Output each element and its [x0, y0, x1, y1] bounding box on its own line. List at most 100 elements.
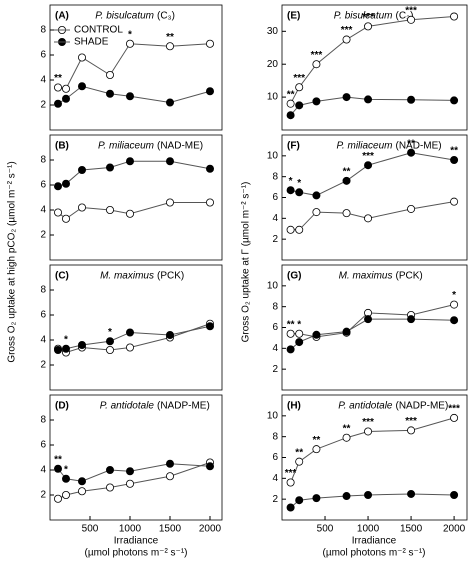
y-tick-label: 4 [272, 343, 278, 354]
marker [205, 39, 214, 48]
plot-frame [49, 4, 223, 131]
x-tick-label: 1500 [400, 524, 423, 535]
marker [78, 477, 87, 486]
panel-label: (E) [287, 11, 300, 22]
marker [450, 490, 459, 499]
marker [205, 462, 214, 471]
marker [286, 225, 295, 234]
y-tick-label: 4 [40, 465, 46, 476]
marker [165, 472, 174, 481]
y-tick-label: 10 [267, 280, 279, 291]
significance: * [452, 290, 456, 301]
pathway-label: (C₃) [396, 11, 414, 22]
marker [106, 345, 115, 354]
marker [312, 330, 321, 339]
panel-label: (C) [55, 271, 69, 282]
significance: ** [450, 146, 458, 157]
y-tick-label: 8 [40, 155, 46, 166]
marker [165, 459, 174, 468]
marker [205, 87, 214, 96]
marker [54, 464, 63, 473]
pathway-label: (NAD-ME) [396, 141, 442, 152]
marker [364, 315, 373, 324]
marker [165, 330, 174, 339]
y-tick-label: 4 [40, 205, 46, 216]
significance: ** [54, 73, 62, 84]
y-tick-label: 2 [272, 364, 278, 375]
marker [312, 60, 321, 69]
significance: *** [362, 417, 374, 428]
significance: ** [343, 166, 351, 177]
significance: * [128, 29, 132, 40]
marker [364, 427, 373, 436]
marker [106, 205, 115, 214]
marker [342, 492, 351, 501]
significance: *** [285, 468, 297, 479]
marker [78, 165, 87, 174]
y-tick-label: 20 [267, 59, 279, 70]
y-tick-label: 4 [40, 335, 46, 346]
y-tick-label: 30 [267, 26, 279, 37]
significance: *** [362, 151, 374, 162]
series-line [57, 43, 211, 90]
marker [78, 340, 87, 349]
marker [54, 83, 63, 92]
marker [286, 503, 295, 512]
marker [78, 203, 87, 212]
plot-frame [281, 134, 468, 261]
marker [54, 99, 63, 108]
marker [450, 12, 459, 21]
marker [286, 329, 295, 338]
panel-label: (H) [287, 401, 301, 412]
marker [126, 328, 135, 337]
marker [450, 300, 459, 309]
y-tick-label: 8 [272, 301, 278, 312]
x-axis-title: Irradiance [114, 536, 159, 547]
x-tick-label: 500 [317, 524, 334, 535]
marker [54, 208, 63, 217]
pathway-label: (PCK) [157, 271, 184, 282]
marker [295, 101, 304, 110]
species-name: P. miliaceum [98, 141, 154, 152]
species-name: M. maximus [339, 271, 393, 282]
y-tick-label: 8 [272, 171, 278, 182]
marker [106, 483, 115, 492]
marker [286, 186, 295, 195]
marker [54, 182, 63, 191]
y-tick-label: 2 [40, 230, 46, 241]
marker [78, 487, 87, 496]
significance: * [108, 327, 112, 338]
y-axis-title: Gross O₂ uptake at high pCO₂ (µmol m⁻² s… [7, 161, 18, 362]
marker [342, 209, 351, 218]
legend-label: SHADE [74, 37, 109, 48]
marker [312, 208, 321, 217]
marker [78, 53, 87, 62]
y-tick-label: 6 [40, 180, 46, 191]
marker [295, 225, 304, 234]
marker [407, 426, 416, 435]
marker [342, 327, 351, 336]
significance: ** [287, 319, 295, 330]
significance: ** [287, 89, 295, 100]
significance: ** [407, 138, 415, 149]
pathway-label: (NADP-ME) [157, 401, 210, 412]
plot-frame [281, 264, 468, 391]
marker [54, 345, 63, 354]
panel-label: (D) [55, 401, 69, 412]
marker [364, 95, 373, 104]
y-tick-label: 6 [272, 322, 278, 333]
y-tick-label: 4 [40, 75, 46, 86]
plot-frame [49, 264, 223, 391]
marker [450, 316, 459, 325]
species-name: P. bisulcatum [95, 11, 154, 22]
significance: * [64, 334, 68, 345]
y-tick-label: 6 [40, 440, 46, 451]
y-tick-label: 6 [272, 452, 278, 463]
significance: ** [313, 435, 321, 446]
marker [342, 433, 351, 442]
y-tick-label: 6 [272, 192, 278, 203]
marker [165, 42, 174, 51]
plot-frame [49, 134, 223, 261]
marker [295, 329, 304, 338]
pathway-label: (PCK) [396, 271, 423, 282]
